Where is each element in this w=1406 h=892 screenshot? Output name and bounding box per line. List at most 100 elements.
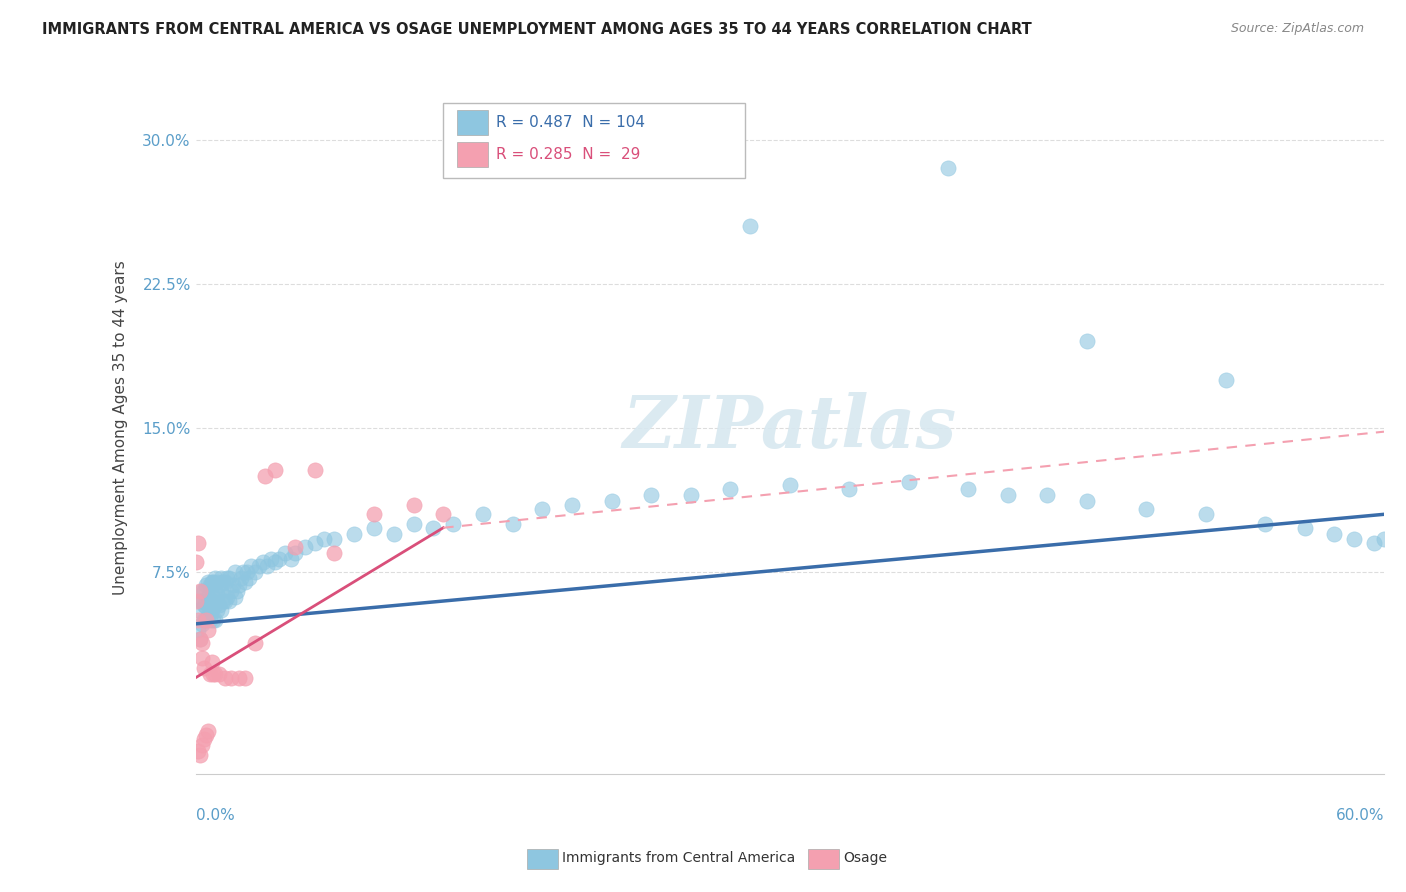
Point: [218, 571, 240, 585]
Point: [188, 594, 211, 608]
Point: [838, 483, 860, 497]
Point: [198, 613, 221, 627]
Point: [204, 584, 226, 599]
Point: [502, 516, 524, 531]
Point: [1362, 536, 1385, 550]
Point: [184, 594, 207, 608]
Point: [256, 559, 278, 574]
Point: [232, 565, 254, 579]
Point: [197, 609, 219, 624]
Point: [1076, 494, 1098, 508]
Point: [238, 571, 260, 585]
Point: [209, 584, 232, 599]
Point: [212, 574, 235, 589]
Point: [280, 551, 302, 566]
Point: [231, 571, 253, 585]
Point: [252, 555, 274, 569]
Point: [202, 574, 225, 589]
Point: [561, 498, 583, 512]
Point: [243, 565, 266, 579]
Point: [214, 574, 236, 589]
Point: [187, 536, 209, 550]
Point: [779, 478, 801, 492]
Point: [1135, 501, 1157, 516]
Text: IMMIGRANTS FROM CENTRAL AMERICA VS OSAGE UNEMPLOYMENT AMONG AGES 35 TO 44 YEARS : IMMIGRANTS FROM CENTRAL AMERICA VS OSAGE…: [42, 22, 1032, 37]
Point: [204, 571, 226, 585]
Text: Immigrants from Central America: Immigrants from Central America: [562, 851, 796, 865]
Point: [187, 744, 209, 758]
Text: 0.0%: 0.0%: [195, 808, 235, 823]
Point: [402, 516, 425, 531]
Point: [188, 632, 211, 647]
Point: [432, 508, 454, 522]
Point: [190, 738, 212, 752]
Point: [194, 599, 217, 614]
Point: [190, 594, 212, 608]
Point: [221, 671, 243, 685]
Point: [190, 584, 212, 599]
Point: [194, 578, 217, 592]
Point: [679, 488, 702, 502]
Point: [198, 594, 221, 608]
Point: [402, 498, 425, 512]
Point: [600, 494, 623, 508]
Point: [267, 551, 290, 566]
Point: [188, 584, 211, 599]
Point: [208, 598, 231, 612]
Point: [897, 475, 920, 489]
Point: [194, 613, 217, 627]
Point: [323, 546, 346, 560]
Point: [471, 508, 494, 522]
Point: [193, 584, 215, 599]
Point: [284, 540, 307, 554]
Point: [382, 526, 405, 541]
Point: [208, 578, 231, 592]
Point: [363, 508, 385, 522]
Point: [314, 533, 336, 547]
Point: [233, 574, 256, 589]
Point: [260, 551, 283, 566]
Point: [190, 651, 212, 665]
Point: [209, 603, 232, 617]
Point: [202, 613, 225, 627]
Point: [233, 671, 256, 685]
Point: [197, 590, 219, 604]
Point: [200, 603, 222, 617]
Point: [284, 546, 307, 560]
Point: [957, 483, 980, 497]
Point: [190, 636, 212, 650]
Point: [304, 536, 326, 550]
Point: [264, 555, 287, 569]
Point: [197, 598, 219, 612]
Point: [936, 161, 959, 176]
Point: [240, 559, 263, 574]
Point: [640, 488, 662, 502]
Point: [228, 671, 250, 685]
Point: [187, 613, 209, 627]
Point: [190, 616, 212, 631]
Point: [264, 463, 287, 477]
Point: [193, 613, 215, 627]
Point: [1076, 334, 1098, 349]
Point: [1392, 540, 1406, 554]
Text: 60.0%: 60.0%: [1336, 808, 1384, 823]
Point: [207, 603, 229, 617]
Point: [214, 594, 236, 608]
Point: [274, 546, 297, 560]
Text: ZIPatlas: ZIPatlas: [623, 392, 957, 463]
Point: [194, 728, 217, 742]
Point: [200, 655, 222, 669]
Point: [226, 584, 249, 599]
Point: [217, 590, 239, 604]
Point: [531, 501, 554, 516]
Point: [207, 574, 229, 589]
Point: [212, 594, 235, 608]
Point: [224, 565, 246, 579]
Point: [200, 588, 222, 602]
Point: [1254, 516, 1277, 531]
Point: [207, 588, 229, 602]
Point: [193, 732, 215, 747]
Point: [221, 584, 243, 599]
Y-axis label: Unemployment Among Ages 35 to 44 years: Unemployment Among Ages 35 to 44 years: [114, 260, 128, 595]
Point: [202, 666, 225, 681]
